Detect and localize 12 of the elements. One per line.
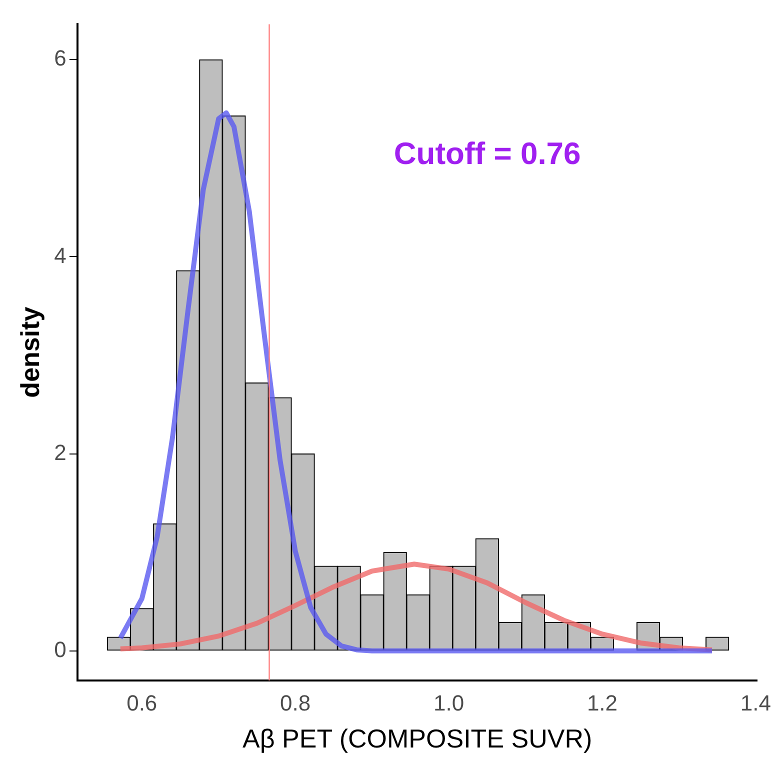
x-tick-label: 1.2: [586, 690, 618, 716]
x-tick-label: 1.0: [433, 690, 464, 716]
x-tick-label: 0.8: [280, 690, 311, 716]
y-tick-label: 2: [54, 440, 66, 465]
x-tick-label: 0.6: [126, 690, 158, 716]
y-tick-label: 4: [54, 242, 66, 268]
x-tick-label: 1.4: [740, 690, 771, 716]
x-axis-title: Aβ PET (COMPOSITE SUVR): [242, 724, 592, 754]
annotation: Cutoff = 0.76: [394, 136, 581, 171]
y-axis-title: density: [14, 306, 45, 398]
y-tick-label: 0: [54, 636, 66, 662]
y-tick-label: 6: [54, 46, 66, 71]
